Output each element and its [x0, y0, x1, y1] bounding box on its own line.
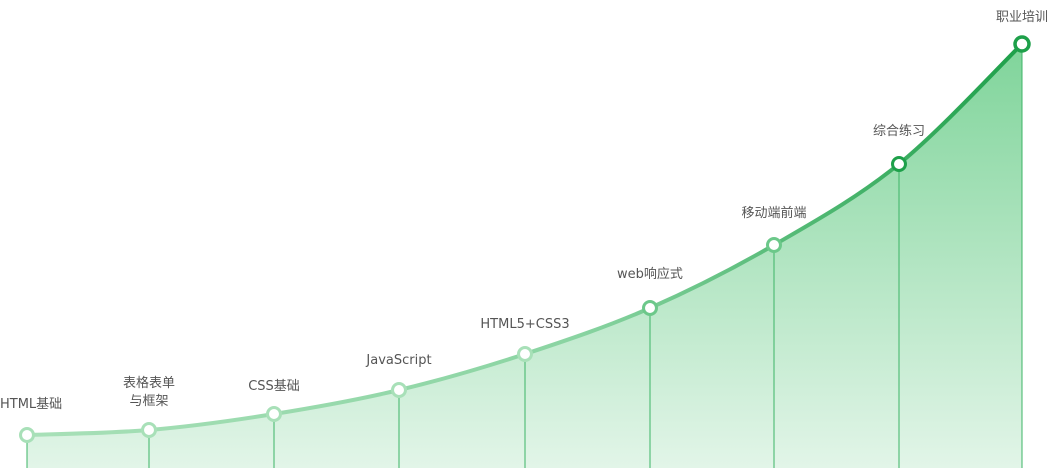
drop-lines: [26, 51, 1023, 468]
stage-label-web-responsive: web响应式: [617, 267, 683, 282]
stage-node-6: [766, 237, 782, 253]
stage-node-5: [642, 300, 658, 316]
stage-node-4: [517, 346, 533, 362]
stage-label-comprehensive-practice: 综合练习: [872, 124, 926, 139]
stage-node-3: [391, 382, 407, 398]
stage-label-css-basics: CSS基础: [248, 379, 300, 394]
growth-area-fill: [27, 44, 1022, 468]
stage-node-7: [891, 156, 907, 172]
stage-label-tables-forms-frames: 表格表单 与框架: [122, 376, 176, 409]
stage-node-0: [19, 427, 35, 443]
stage-label-javascript: JavaScript: [366, 353, 432, 368]
stage-label-mobile-frontend: 移动端前端: [741, 206, 807, 221]
stage-label-html-basics: HTML基础: [0, 397, 63, 412]
stage-nodes: [19, 35, 1031, 443]
stage-node-1: [141, 422, 157, 438]
stage-label-career-training: 职业培训: [995, 10, 1048, 25]
stage-node-8: [1013, 35, 1031, 53]
stage-label-html5-css3: HTML5+CSS3: [480, 317, 570, 332]
stage-node-2: [266, 406, 282, 422]
